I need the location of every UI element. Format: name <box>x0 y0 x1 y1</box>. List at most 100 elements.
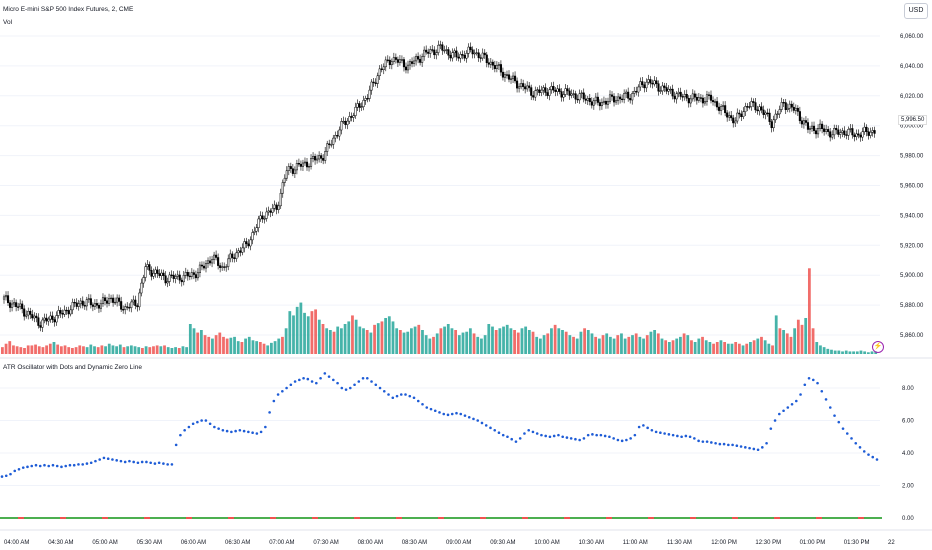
candle-body <box>314 156 317 161</box>
atr-dot <box>744 446 747 449</box>
atr-dot <box>697 439 700 443</box>
candle-body <box>362 99 365 107</box>
osc-tick-label: 4.00 <box>902 451 914 457</box>
candle-body <box>11 303 14 308</box>
candle-body <box>619 96 622 100</box>
candle-body <box>788 103 791 109</box>
volume-bar <box>575 338 579 354</box>
atr-dot <box>854 441 858 445</box>
atr-dot <box>446 413 450 417</box>
volume-bar <box>74 347 78 354</box>
volume-bar <box>830 349 833 354</box>
candle-body <box>206 260 210 264</box>
atr-dot <box>336 381 339 385</box>
atr-dot <box>242 429 246 433</box>
volume-bar <box>715 342 719 354</box>
candle-body <box>730 115 733 119</box>
atr-dot <box>213 425 216 429</box>
zero-line-segment <box>372 517 378 519</box>
atr-dot <box>404 393 407 396</box>
candle-body <box>825 129 828 132</box>
candle-body <box>748 106 751 108</box>
candle-body <box>346 120 349 125</box>
candle-body <box>257 218 260 228</box>
currency-button[interactable]: USD <box>904 3 928 19</box>
volume-bar <box>236 341 240 354</box>
candle-body <box>657 83 660 92</box>
candle-body <box>600 102 603 107</box>
volume-bar <box>726 343 730 354</box>
candle-body <box>97 305 100 309</box>
candle-body <box>566 88 569 92</box>
volume-bar <box>667 342 671 354</box>
volume-bar <box>41 347 45 354</box>
price-tick-label: 5,900.00 <box>900 273 924 279</box>
candle-body <box>110 297 113 300</box>
zero-line-segment <box>774 517 780 519</box>
candle-body <box>780 102 783 110</box>
candle-body <box>27 310 30 316</box>
candle-body <box>823 128 826 132</box>
candle-body <box>130 301 133 308</box>
candle-body <box>158 273 161 276</box>
zero-line-segment <box>690 517 696 519</box>
candle-body <box>800 120 803 125</box>
candle-body <box>182 275 185 283</box>
volume-bar <box>487 324 491 354</box>
zero-line-segment <box>18 517 24 519</box>
candle-body <box>675 93 678 100</box>
volume-bar <box>196 332 200 354</box>
candle-body <box>639 81 642 88</box>
candle-body <box>83 305 86 307</box>
candle-body <box>73 301 76 304</box>
atr-dot <box>828 406 832 409</box>
volume-bar <box>269 342 273 354</box>
candle-body <box>582 92 585 100</box>
candle-body <box>625 91 628 94</box>
candle-body <box>499 64 502 73</box>
zero-line-segment <box>366 517 372 519</box>
volume-bar <box>152 346 155 354</box>
candle-body <box>318 155 321 160</box>
candle-body <box>59 310 62 314</box>
candle-body <box>281 182 284 194</box>
volume-bar <box>82 346 85 354</box>
candle-body <box>301 162 305 167</box>
zero-line-segment <box>306 517 312 519</box>
candle-body <box>275 204 278 210</box>
volume-bar <box>712 343 715 354</box>
candle-body <box>786 107 789 110</box>
zero-line-segment <box>66 517 72 519</box>
zero-line-segment <box>222 517 228 519</box>
atr-dot <box>837 420 841 424</box>
atr-dot <box>629 437 632 440</box>
zero-line-segment <box>834 517 840 519</box>
zero-line-segment <box>114 517 120 519</box>
volume-bar <box>229 337 233 354</box>
candle-body <box>736 112 739 122</box>
atr-dot <box>450 412 454 416</box>
candle-body <box>437 44 440 53</box>
candle-body <box>572 93 575 95</box>
candle-body <box>705 94 709 102</box>
candle-body <box>253 230 256 233</box>
lightning-icon[interactable]: ⚡ <box>872 341 884 353</box>
atr-dot <box>816 381 819 385</box>
atr-dot <box>72 463 76 467</box>
atr-dot <box>578 438 581 442</box>
volume-bar <box>723 342 727 354</box>
volume-label: Vol <box>3 19 13 26</box>
candle-body <box>819 123 822 129</box>
volume-bar <box>866 352 870 354</box>
volume-bar <box>56 344 60 354</box>
candle-body <box>598 102 601 107</box>
candle-body <box>65 309 68 312</box>
zero-line-segment <box>300 517 306 519</box>
zero-line-segment <box>528 517 534 519</box>
zero-line-segment <box>444 517 450 519</box>
volume-bar <box>306 316 310 354</box>
candle-body <box>695 96 698 101</box>
candle-body <box>833 127 836 136</box>
candle-body <box>261 215 264 220</box>
candle-body <box>431 49 434 51</box>
